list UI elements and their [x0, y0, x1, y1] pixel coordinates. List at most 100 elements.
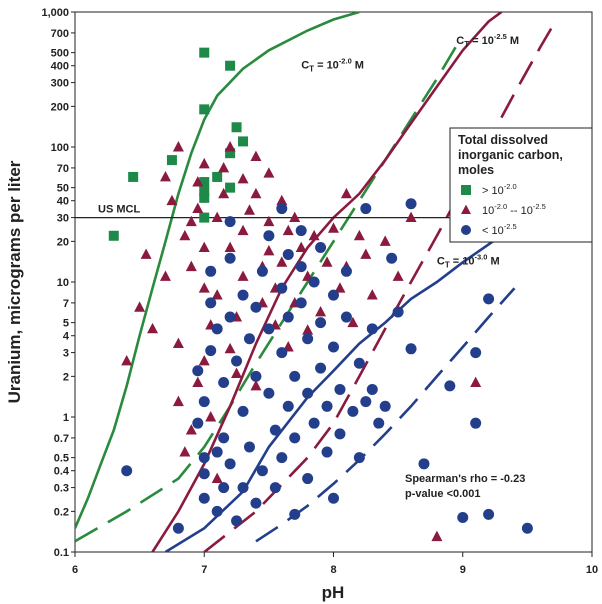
- data-point-circle: [308, 276, 320, 288]
- data-point-circle: [470, 347, 482, 359]
- data-point-square: [199, 212, 210, 223]
- data-point-triangle: [250, 187, 262, 199]
- data-point-square: [238, 136, 249, 147]
- data-point-triangle: [211, 289, 223, 300]
- data-point-triangle: [218, 187, 230, 199]
- data-point-circle: [366, 383, 378, 395]
- data-point-circle: [276, 452, 288, 464]
- data-point-circle: [198, 468, 210, 480]
- data-point-circle: [198, 492, 210, 504]
- y-tick-label-50: 50: [57, 183, 69, 195]
- y-tick-label-500: 500: [51, 48, 69, 60]
- data-point-circle: [121, 465, 133, 477]
- data-point-circle: [289, 508, 301, 520]
- y-tick-label-1: 1: [63, 412, 69, 424]
- curve-label-3: CT = 10-3.0 M: [437, 252, 500, 269]
- data-point-circle: [302, 333, 314, 345]
- y-tick-label-2: 2: [63, 371, 69, 383]
- data-point-triangle: [328, 222, 339, 233]
- data-point-triangle: [192, 176, 204, 187]
- data-point-circle: [218, 432, 230, 444]
- data-point-triangle: [276, 194, 288, 206]
- y-tick-label-200: 200: [51, 101, 69, 113]
- data-point-circle: [205, 345, 217, 357]
- data-point-circle: [334, 428, 346, 440]
- data-point-circle: [237, 482, 249, 494]
- y-tick-label-5: 5: [63, 318, 69, 330]
- data-point-triangle: [198, 355, 210, 366]
- y-tick-label-3: 3: [63, 348, 69, 360]
- y-axis-label: Uranium, micrograms per liter: [5, 160, 24, 403]
- spearman-rho-label: Spearman's rho = -0.23: [405, 473, 525, 485]
- data-point-triangle: [315, 306, 327, 317]
- y-tick-label-0.3: 0.3: [54, 483, 69, 495]
- legend-label-triangle: 10-2.0 -- 10-2.5: [482, 202, 546, 217]
- data-point-triangle: [366, 289, 378, 300]
- data-point-circle: [315, 362, 327, 374]
- data-point-circle: [379, 400, 391, 412]
- legend-title-line-1: Total dissolved: [458, 133, 548, 147]
- data-point-triangle: [224, 342, 236, 354]
- data-point-circle: [224, 252, 236, 264]
- data-point-circle: [211, 323, 223, 335]
- data-point-circle: [263, 230, 275, 242]
- data-point-triangle: [237, 224, 249, 236]
- y-tick-label-700: 700: [51, 28, 69, 40]
- data-point-circle: [321, 400, 333, 412]
- data-point-circle: [218, 377, 230, 389]
- x-tick-label-8: 8: [330, 564, 336, 576]
- data-point-triangle: [211, 211, 223, 223]
- legend-title-line-3: moles: [458, 163, 494, 177]
- data-point-circle: [276, 203, 288, 215]
- data-point-circle: [302, 473, 314, 485]
- data-point-triangle: [140, 248, 152, 259]
- data-point-triangle: [179, 446, 191, 457]
- data-point-triangle: [302, 324, 314, 335]
- data-point-circle: [444, 380, 456, 392]
- data-point-triangle: [172, 395, 184, 407]
- data-point-triangle: [250, 150, 262, 161]
- data-point-triangle: [334, 282, 346, 293]
- data-point-circle: [192, 417, 204, 429]
- y-tick-label-1,000: 1,000: [41, 7, 69, 19]
- x-tick-label-6: 6: [72, 564, 78, 576]
- data-point-circle: [276, 347, 288, 359]
- data-point-circle: [418, 458, 430, 470]
- data-point-circle: [250, 301, 262, 313]
- p-value-label: p-value <0.001: [405, 488, 481, 500]
- data-point-triangle: [185, 424, 197, 435]
- data-point-circle: [340, 265, 352, 277]
- data-point-circle: [231, 515, 243, 527]
- y-tick-label-30: 30: [57, 213, 69, 225]
- data-point-triangle: [134, 301, 146, 312]
- data-point-circle: [237, 405, 249, 417]
- data-point-square: [231, 122, 242, 133]
- data-point-triangle: [198, 241, 210, 252]
- data-point-square: [225, 148, 236, 159]
- data-point-triangle: [431, 530, 443, 542]
- x-tick-label-7: 7: [201, 564, 207, 576]
- data-point-square: [166, 155, 177, 166]
- curve-red-dashed: [203, 24, 555, 552]
- data-point-triangle: [172, 141, 184, 152]
- data-point-circle: [328, 289, 339, 301]
- data-point-circle: [328, 341, 339, 353]
- data-point-circle: [263, 323, 275, 335]
- data-point-circle: [282, 400, 294, 412]
- data-point-triangle: [185, 215, 197, 227]
- data-point-circle: [321, 446, 333, 458]
- data-point-circle: [295, 225, 307, 237]
- data-point-circle: [224, 311, 236, 323]
- data-point-triangle: [198, 282, 210, 293]
- data-point-circle: [250, 497, 262, 509]
- data-point-triangle: [289, 211, 301, 223]
- data-point-circle: [198, 396, 210, 408]
- legend: Total dissolved inorganic carbon, moles …: [449, 127, 593, 243]
- curve-label-2: CT = 10-2.5 M: [456, 32, 519, 49]
- data-point-circle: [360, 203, 372, 215]
- data-point-triangle: [379, 235, 391, 246]
- data-point-circle: [483, 293, 495, 305]
- data-point-circle: [483, 508, 495, 520]
- data-point-triangle: [353, 229, 365, 241]
- data-point-circle: [334, 383, 346, 395]
